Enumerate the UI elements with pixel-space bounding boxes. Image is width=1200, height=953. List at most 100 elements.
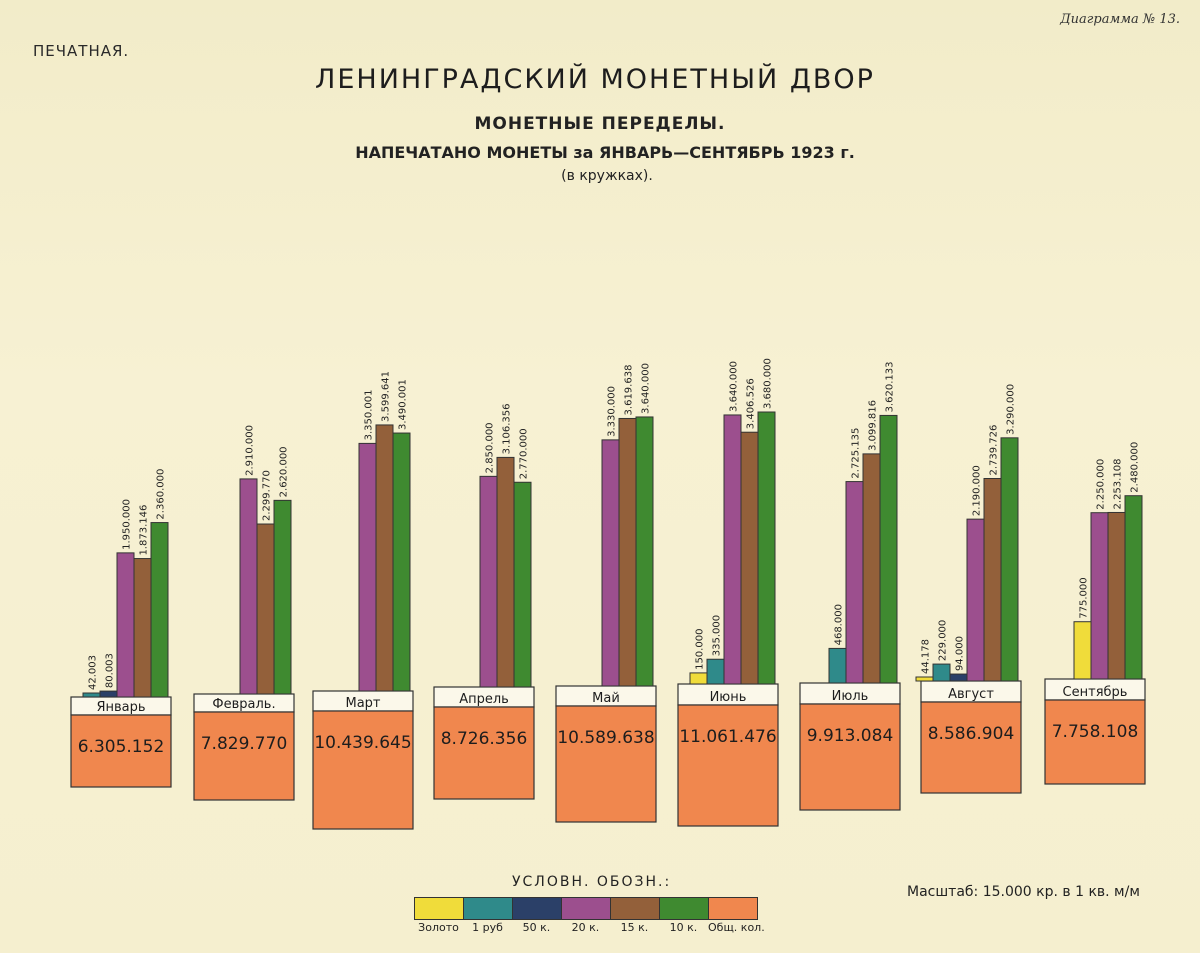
total-value-label: 6.305.152: [78, 737, 165, 757]
legend-labels: Золото 1 руб 50 к. 20 к. 15 к. 10 к. Общ. кол.: [414, 921, 784, 934]
total-value-label: 10.439.645: [314, 733, 411, 753]
bar-3: [1090, 512, 1109, 680]
chart-subtitle: МОНЕТНЫЕ ПЕРЕДЕЛЫ.: [474, 114, 726, 134]
total-box: [70, 714, 172, 788]
bar-value-label: 775.000: [1079, 577, 1090, 618]
bar-5: [1124, 495, 1143, 680]
legend-label: Золото: [418, 921, 459, 934]
bar-value-label: 3.620.133: [885, 362, 896, 413]
bar-value-label: 3.490.001: [398, 379, 409, 430]
bar-value-label: 80.003: [105, 653, 116, 688]
month-label: Август: [948, 687, 994, 702]
bar-value-label: 3.350.001: [364, 389, 375, 440]
bar-5: [273, 499, 292, 695]
month-label: Февраль.: [212, 697, 275, 712]
bar-value-label: 2.910.000: [245, 425, 256, 476]
legend-color-bar: [414, 897, 758, 920]
bar-0: [689, 672, 708, 685]
total-box: [677, 704, 779, 827]
legend-label: Общ. кол.: [708, 921, 765, 934]
bar-value-label: 335.000: [712, 615, 723, 656]
bar-2: [949, 673, 968, 682]
diagram-number: Диаграмма № 13.: [1060, 12, 1180, 27]
bar-1: [82, 692, 101, 698]
bar-value-label: 2.770.000: [519, 428, 530, 479]
bar-4: [375, 424, 394, 692]
bar-5: [1000, 437, 1019, 682]
bar-value-label: 3.640.000: [641, 363, 652, 414]
bar-value-label: 1.873.146: [139, 505, 150, 556]
bar-5: [757, 411, 776, 685]
legend-title: УСЛОВН. ОБОЗН.:: [512, 874, 672, 890]
bar-0: [915, 676, 934, 682]
bar-value-label: 2.299.770: [262, 470, 273, 521]
bar-value-label: 150.000: [695, 629, 706, 670]
total-box: [799, 703, 901, 811]
bar-value-label: 3.599.641: [381, 371, 392, 422]
bar-3: [479, 475, 498, 688]
bar-5: [392, 432, 411, 692]
bar-value-label: 3.640.000: [729, 361, 740, 412]
month-label: Март: [345, 696, 380, 711]
legend-swatch: [611, 898, 660, 919]
bar-1: [828, 647, 847, 684]
bar-value-label: 229.000: [938, 620, 949, 661]
total-value-label: 8.586.904: [928, 724, 1015, 744]
legend-label: 50 к.: [522, 921, 551, 934]
bar-0: [1073, 621, 1092, 680]
bar-value-label: 2.850.000: [485, 422, 496, 473]
bar-value-label: 3.290.000: [1006, 384, 1017, 435]
total-value-label: 9.913.084: [807, 726, 894, 746]
legend-swatch: [464, 898, 513, 919]
bar-value-label: 2.360.000: [156, 469, 167, 520]
month-label: Апрель: [459, 692, 509, 707]
bar-value-label: 94.000: [955, 636, 966, 671]
legend-swatch: [562, 898, 611, 919]
bar-5: [879, 414, 898, 684]
bar-value-label: 2.725.135: [851, 428, 862, 479]
total-value-label: 7.758.108: [1052, 722, 1139, 742]
legend-label: 20 к.: [571, 921, 600, 934]
bar-4: [496, 456, 515, 688]
bar-value-label: 2.620.000: [279, 446, 290, 497]
bar-4: [740, 431, 759, 685]
chart-subtitle-period: НАПЕЧАТАНО МОНЕТЫ за ЯНВАРЬ—СЕНТЯБРЬ 192…: [355, 143, 855, 162]
bar-value-label: 3.406.526: [746, 378, 757, 429]
bar-2: [99, 690, 118, 698]
bar-3: [966, 518, 985, 682]
bar-value-label: 3.099.816: [868, 400, 879, 451]
chart-note: (в кружках).: [561, 168, 653, 184]
legend-swatch: [709, 898, 757, 919]
month-label: Сентябрь: [1063, 685, 1128, 700]
month-label: Июнь: [710, 690, 747, 705]
legend-swatch: [513, 898, 562, 919]
total-box: [1044, 699, 1146, 785]
legend-label: 1 руб: [472, 921, 503, 934]
total-box: [433, 706, 535, 800]
bar-value-label: 2.739.726: [989, 425, 1000, 476]
total-box: [555, 705, 657, 823]
month-label: Май: [592, 691, 620, 706]
bar-value-label: 2.253.108: [1113, 459, 1124, 510]
chart-title: ЛЕНИНГРАДСКИЙ МОНЕТНЫЙ ДВОР: [315, 64, 875, 95]
total-box: [193, 711, 295, 801]
bar-5: [635, 416, 654, 687]
bar-4: [618, 417, 637, 687]
bar-value-label: 2.250.000: [1096, 459, 1107, 510]
bar-5: [513, 481, 532, 688]
total-box: [312, 710, 414, 830]
month-label: Июль: [832, 689, 869, 704]
bar-value-label: 3.106.356: [502, 403, 513, 454]
bar-value-label: 3.680.000: [763, 358, 774, 409]
bar-value-label: 468.000: [834, 604, 845, 645]
bar-4: [862, 453, 881, 684]
bar-value-label: 2.480.000: [1130, 442, 1141, 493]
bar-4: [983, 477, 1002, 682]
bar-1: [932, 663, 951, 682]
bar-value-label: 1.950.000: [122, 499, 133, 550]
total-value-label: 10.589.638: [557, 728, 654, 748]
total-box: [920, 701, 1022, 794]
legend-swatch: [660, 898, 709, 919]
legend-label: 10 к.: [669, 921, 698, 934]
